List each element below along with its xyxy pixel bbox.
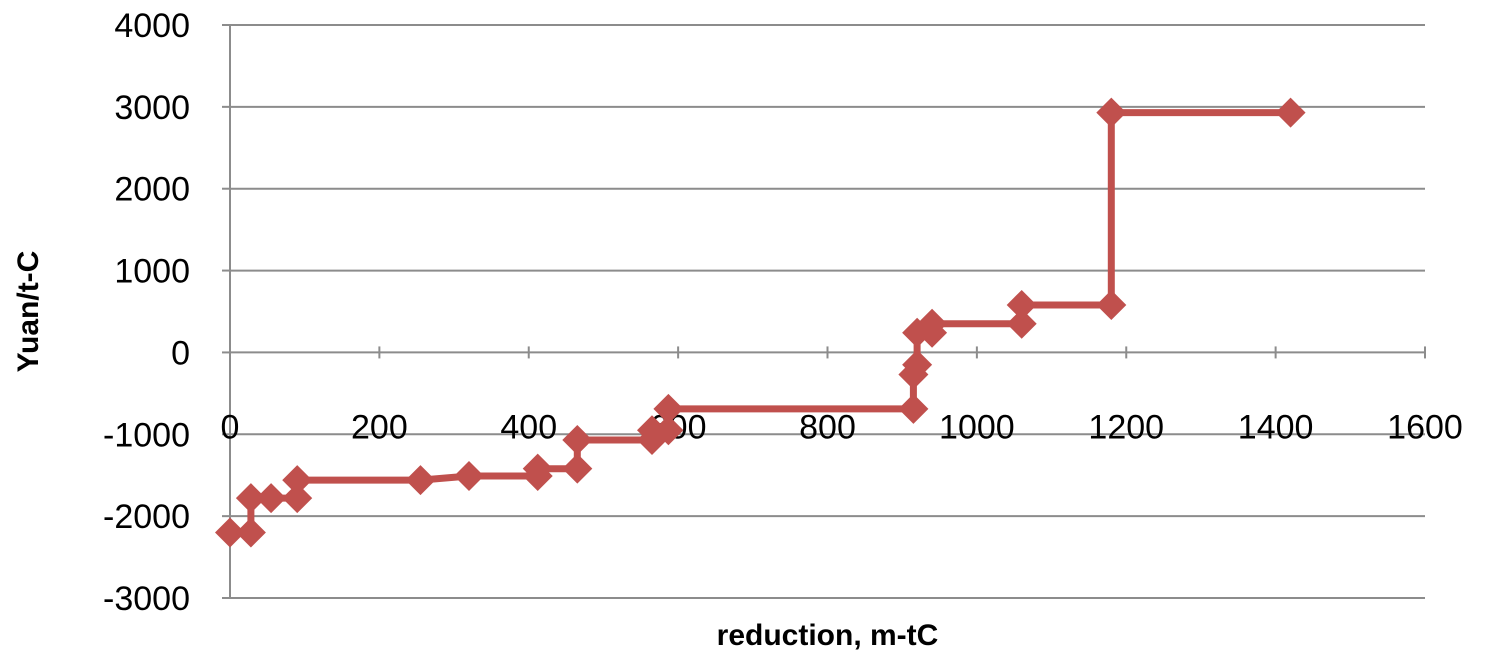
x-axis-title: reduction, m-tC xyxy=(717,619,939,652)
data-point-1 xyxy=(236,518,266,548)
data-point-5 xyxy=(282,465,312,495)
x-tick-label-4: 800 xyxy=(799,408,856,446)
data-point-16 xyxy=(898,394,928,424)
data-point-25 xyxy=(1096,98,1126,128)
x-tick-label-2: 400 xyxy=(500,408,557,446)
data-point-24 xyxy=(1096,290,1126,320)
x-tick-label-6: 1200 xyxy=(1088,408,1164,446)
data-point-11 xyxy=(562,425,592,455)
y-tick-label-4: 1000 xyxy=(114,253,190,291)
y-axis-title: Yuan/t-C xyxy=(12,251,45,373)
data-point-3 xyxy=(256,483,286,513)
tick-labels: -3000-2000-10000100020003000400002004006… xyxy=(103,7,1463,618)
series-line-0 xyxy=(230,113,1291,533)
y-tick-label-5: 2000 xyxy=(114,171,190,209)
data-point-7 xyxy=(454,461,484,491)
x-tick-label-0: 0 xyxy=(221,408,240,446)
x-tick-label-5: 1000 xyxy=(939,408,1015,446)
x-tick-label-8: 1600 xyxy=(1387,408,1463,446)
y-tick-label-6: 3000 xyxy=(114,89,190,127)
data-point-6 xyxy=(405,465,435,495)
data-point-23 xyxy=(1007,290,1037,320)
y-tick-label-0: -3000 xyxy=(103,580,190,618)
data-point-26 xyxy=(1276,98,1306,128)
y-tick-label-2: -1000 xyxy=(103,416,190,454)
x-tick-label-7: 1400 xyxy=(1238,408,1314,446)
y-tick-label-7: 4000 xyxy=(114,7,190,45)
x-tick-label-1: 200 xyxy=(351,408,408,446)
series xyxy=(215,98,1306,548)
y-tick-label-3: 0 xyxy=(171,334,190,372)
y-tick-label-1: -2000 xyxy=(103,498,190,536)
data-point-10 xyxy=(562,454,592,484)
